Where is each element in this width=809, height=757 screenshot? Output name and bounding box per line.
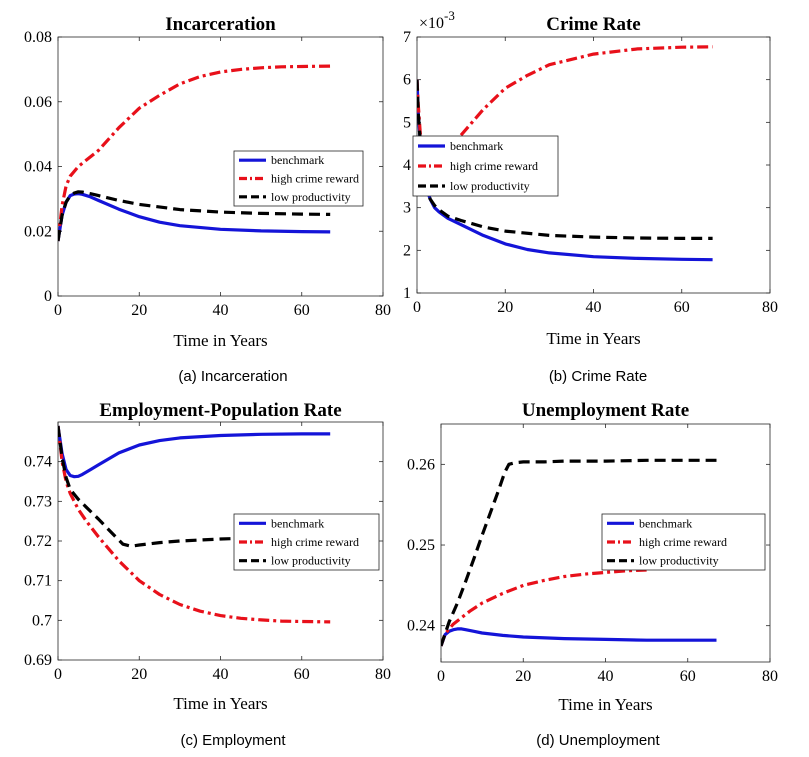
x-axis-label: Time in Years: [558, 695, 652, 714]
legend: benchmark high crime reward low productivi…: [412, 135, 559, 197]
series-line-low-productivity: [58, 425, 331, 548]
y-tick-label: 0.71: [24, 573, 52, 590]
y-tick-label: 0.72: [24, 533, 52, 550]
series-line-high-crime-reward: [441, 568, 647, 647]
y-tick-label: 1: [403, 285, 411, 302]
y-tick-label: 5: [403, 114, 411, 131]
panel-caption: (a) Incarceration: [178, 368, 287, 385]
x-axis-label: Time in Years: [546, 329, 640, 348]
legend-label: high crime reward: [639, 535, 727, 549]
legend-label: low productivity: [639, 554, 719, 568]
y-tick-label: 7: [403, 29, 411, 46]
legend-label: high crime reward: [450, 159, 538, 173]
y-tick-label: 0.73: [24, 493, 52, 510]
legend-label: high crime reward: [271, 172, 359, 186]
y-tick-label: 6: [403, 72, 411, 89]
panel-2: 0 20 40 60 80 1 2 3 4 5 6 7 ×10-3 benchmark high crime…: [403, 8, 778, 385]
x-tick-label: 60: [680, 668, 696, 685]
y-tick-label: 0.7: [32, 612, 52, 629]
legend-label: low productivity: [271, 554, 351, 568]
y-tick-label: 0.69: [24, 652, 52, 669]
x-tick-label: 60: [674, 299, 690, 316]
x-tick-label: 20: [131, 302, 147, 319]
series-line-low-productivity: [58, 190, 331, 242]
x-tick-label: 60: [294, 302, 310, 319]
x-tick-label: 80: [762, 299, 778, 316]
x-tick-label: 80: [762, 668, 778, 685]
x-tick-label: 40: [598, 668, 614, 685]
legend-label: benchmark: [271, 153, 324, 167]
panel-caption: (b) Crime Rate: [549, 368, 647, 385]
panel-title: Crime Rate: [546, 14, 640, 35]
legend: benchmark high crime reward low productivi…: [233, 513, 380, 571]
panel-title: Incarceration: [165, 14, 276, 35]
y-tick-label: 4: [403, 157, 411, 174]
x-tick-label: 80: [375, 666, 391, 683]
x-tick-label: 20: [515, 668, 531, 685]
y-tick-label: 0.24: [407, 618, 435, 635]
y-tick-label: 0.74: [24, 454, 52, 471]
series-line-benchmark: [58, 425, 331, 479]
panel-3: 0 20 40 60 80 0.69 0.7 0.71 0.72 0.73 0.74 benchmar…: [24, 400, 391, 749]
y-tick-label: 0.08: [24, 29, 52, 46]
y-exponent-label: ×10-3: [419, 8, 455, 32]
panel-caption: (d) Unemployment: [536, 732, 660, 749]
x-tick-label: 20: [497, 299, 513, 316]
x-axis-label: Time in Years: [173, 694, 267, 713]
y-tick-label: 0.25: [407, 537, 435, 554]
x-tick-label: 40: [586, 299, 602, 316]
x-tick-label: 0: [54, 302, 62, 319]
x-tick-label: 40: [213, 302, 229, 319]
legend-label: benchmark: [639, 516, 692, 530]
legend-label: low productivity: [450, 179, 530, 193]
legend-label: low productivity: [271, 190, 351, 204]
legend: benchmark high crime reward low productivi…: [601, 513, 766, 571]
legend-label: high crime reward: [271, 535, 359, 549]
x-tick-label: 20: [131, 666, 147, 683]
x-tick-label: 80: [375, 302, 391, 319]
series-line-benchmark: [441, 627, 717, 647]
series-line-low-productivity: [441, 458, 717, 647]
panel-caption: (c) Employment: [180, 732, 286, 749]
x-tick-label: 40: [213, 666, 229, 683]
legend-label: benchmark: [271, 516, 324, 530]
legend-label: benchmark: [450, 139, 503, 153]
legend: benchmark high crime reward low productivi…: [233, 150, 364, 207]
x-axis-label: Time in Years: [173, 331, 267, 350]
panel-title: Unemployment Rate: [522, 400, 689, 421]
y-tick-label: 0.26: [407, 456, 435, 473]
y-tick-label: 0.04: [24, 159, 52, 176]
panel-4: 0 20 40 60 80 0.24 0.25 0.26 benchmark high crime…: [407, 400, 778, 749]
x-tick-label: 0: [54, 666, 62, 683]
panel-title: Employment-Population Rate: [99, 400, 341, 421]
y-tick-label: 0.02: [24, 223, 52, 240]
x-tick-label: 0: [413, 299, 421, 316]
panel-1: 0 20 40 60 80 0 0.02 0.04 0.06 0.08 benchmark high …: [24, 14, 391, 385]
x-tick-label: 0: [437, 668, 445, 685]
series-line-high-crime-reward: [58, 425, 331, 624]
x-tick-label: 60: [294, 666, 310, 683]
y-tick-label: 0.06: [24, 94, 52, 111]
y-tick-label: 2: [403, 242, 411, 259]
y-tick-label: 0: [44, 288, 52, 305]
y-tick-label: 3: [403, 200, 411, 217]
